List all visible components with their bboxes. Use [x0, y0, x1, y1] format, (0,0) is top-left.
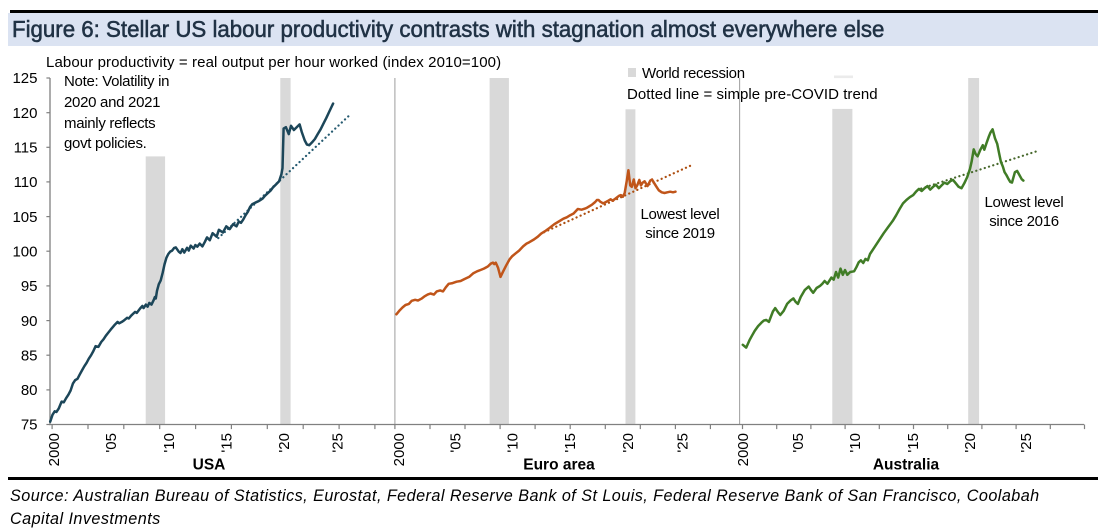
svg-text:Australia: Australia: [873, 457, 940, 474]
svg-text:75: 75: [21, 417, 38, 434]
svg-text:'10: '10: [847, 433, 864, 453]
svg-text:'15: '15: [905, 433, 922, 453]
svg-text:90: 90: [21, 313, 38, 330]
svg-text:120: 120: [12, 105, 37, 122]
svg-text:'20: '20: [962, 433, 979, 453]
svg-text:'05: '05: [790, 433, 807, 453]
svg-text:Euro area: Euro area: [523, 457, 595, 474]
svg-text:125: 125: [12, 70, 37, 87]
svg-text:'25: '25: [329, 433, 346, 453]
svg-text:'10: '10: [504, 433, 521, 453]
svg-text:2000: 2000: [735, 433, 752, 466]
svg-text:'25: '25: [1018, 433, 1035, 453]
svg-text:'05: '05: [447, 433, 464, 453]
svg-text:95: 95: [21, 278, 38, 295]
svg-text:'20: '20: [276, 433, 293, 453]
svg-text:2000: 2000: [391, 433, 408, 466]
svg-text:'15: '15: [219, 433, 236, 453]
svg-text:'15: '15: [562, 433, 579, 453]
svg-text:'20: '20: [620, 433, 637, 453]
svg-text:80: 80: [21, 382, 38, 399]
svg-text:'10: '10: [161, 433, 178, 453]
svg-text:115: 115: [14, 140, 38, 157]
svg-text:USA: USA: [193, 457, 226, 474]
svg-text:'25: '25: [674, 433, 691, 453]
svg-text:85: 85: [21, 347, 38, 364]
svg-text:2000: 2000: [46, 433, 63, 466]
svg-text:105: 105: [12, 209, 37, 226]
svg-text:100: 100: [12, 243, 37, 260]
svg-text:110: 110: [14, 174, 38, 191]
svg-text:'05: '05: [103, 433, 120, 453]
